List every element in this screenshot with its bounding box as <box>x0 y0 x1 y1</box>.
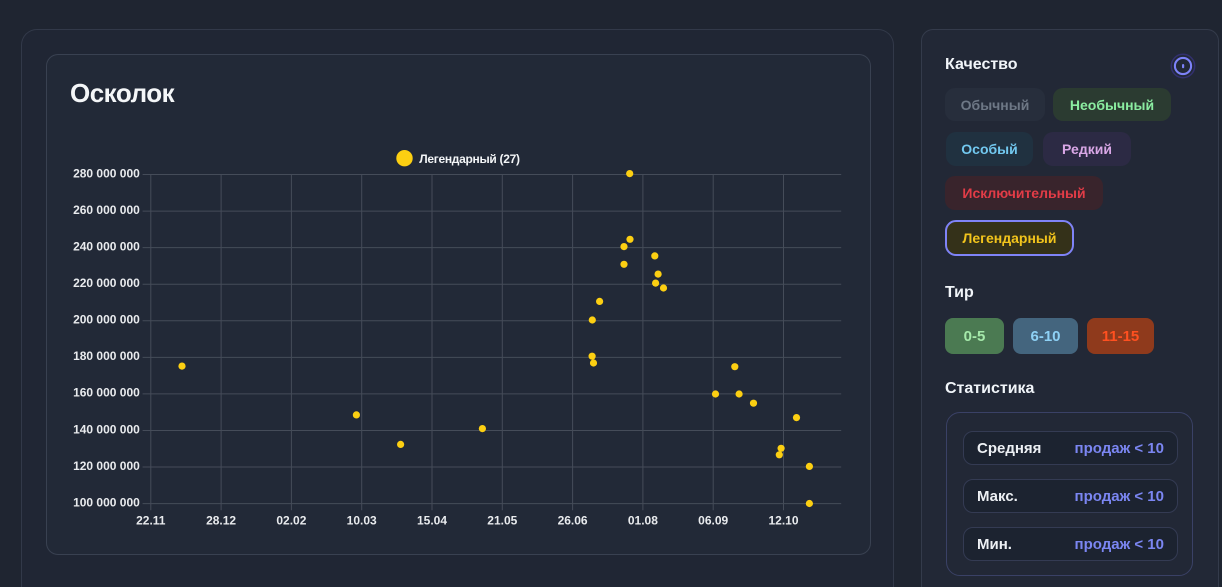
svg-text:02.02: 02.02 <box>276 514 306 528</box>
svg-text:15.04: 15.04 <box>417 514 447 528</box>
svg-text:240 000 000: 240 000 000 <box>73 239 140 253</box>
svg-text:21.05: 21.05 <box>487 514 517 528</box>
svg-text:01.08: 01.08 <box>628 514 658 528</box>
svg-text:140 000 000: 140 000 000 <box>73 422 140 436</box>
svg-text:22.11: 22.11 <box>136 514 166 528</box>
svg-text:100 000 000: 100 000 000 <box>73 495 140 509</box>
svg-text:120 000 000: 120 000 000 <box>73 459 140 473</box>
svg-text:26.06: 26.06 <box>558 514 588 528</box>
svg-text:10.03: 10.03 <box>347 514 377 528</box>
svg-text:180 000 000: 180 000 000 <box>73 349 140 363</box>
svg-text:220 000 000: 220 000 000 <box>73 276 140 290</box>
svg-text:Легендарный (27): Легендарный (27) <box>419 152 520 166</box>
svg-text:280 000 000: 280 000 000 <box>73 166 140 180</box>
svg-text:06.09: 06.09 <box>698 514 728 528</box>
svg-text:160 000 000: 160 000 000 <box>73 386 140 400</box>
svg-text:200 000 000: 200 000 000 <box>73 313 140 327</box>
svg-text:12.10: 12.10 <box>768 514 798 528</box>
svg-text:28.12: 28.12 <box>206 514 236 528</box>
svg-text:260 000 000: 260 000 000 <box>73 203 140 217</box>
